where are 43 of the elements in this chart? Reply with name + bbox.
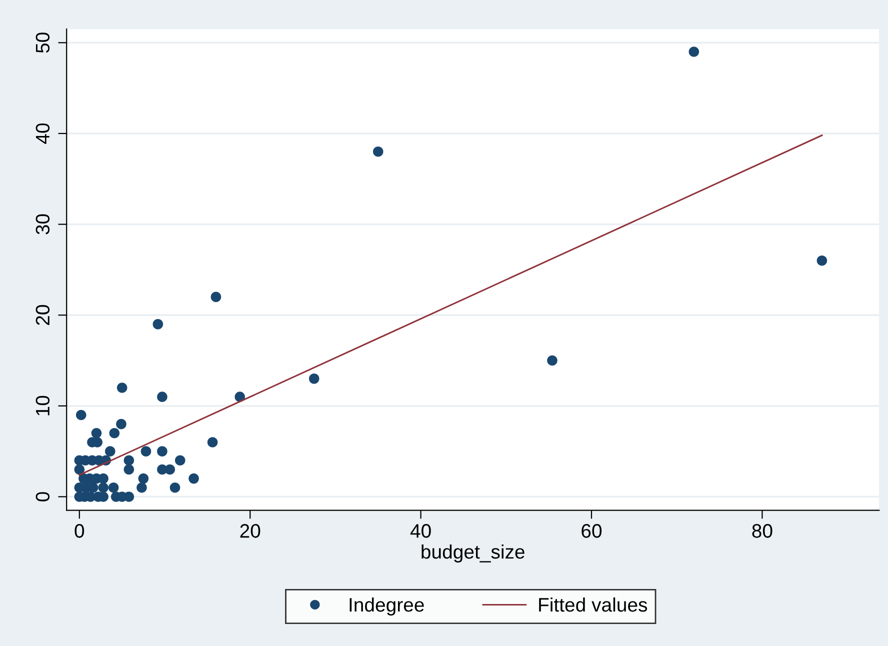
point bbox=[152, 319, 164, 330]
point bbox=[109, 428, 120, 438]
point bbox=[124, 464, 134, 475]
point bbox=[98, 482, 108, 493]
point bbox=[164, 464, 176, 475]
point bbox=[76, 410, 86, 420]
y-tick-label: 0 bbox=[36, 492, 50, 502]
point bbox=[140, 446, 152, 456]
point bbox=[688, 46, 700, 57]
point bbox=[116, 418, 126, 430]
y-tick-label: 50 bbox=[36, 32, 50, 53]
point bbox=[116, 382, 128, 393]
x-tick-label: 20 bbox=[240, 524, 260, 538]
point bbox=[157, 392, 168, 402]
y-tick-label: 30 bbox=[36, 214, 50, 234]
point bbox=[104, 446, 116, 456]
point bbox=[157, 446, 168, 456]
y-tick-label: 40 bbox=[36, 123, 50, 144]
x-tick-label: 60 bbox=[582, 524, 602, 538]
x-tick-label: 0 bbox=[74, 524, 84, 538]
x-tick-label: 40 bbox=[410, 524, 431, 538]
point bbox=[138, 473, 149, 484]
x-axis-title: budget_size bbox=[422, 544, 524, 563]
point bbox=[210, 292, 222, 302]
point bbox=[207, 437, 218, 448]
point bbox=[124, 455, 134, 466]
point bbox=[136, 482, 147, 493]
legend-label: Indegree bbox=[350, 597, 424, 616]
point bbox=[174, 455, 186, 466]
point bbox=[91, 428, 102, 438]
point bbox=[188, 473, 199, 484]
point bbox=[170, 482, 180, 493]
point bbox=[308, 374, 320, 384]
point bbox=[547, 355, 558, 366]
point bbox=[98, 473, 108, 484]
y-tick-label: 10 bbox=[36, 396, 50, 416]
y-tick-label: 20 bbox=[36, 305, 50, 325]
point bbox=[372, 146, 384, 157]
x-tick-label: 80 bbox=[752, 524, 772, 538]
point bbox=[108, 482, 119, 493]
point bbox=[74, 464, 85, 475]
point bbox=[816, 255, 828, 266]
legend-label: Fitted values bbox=[539, 597, 648, 612]
